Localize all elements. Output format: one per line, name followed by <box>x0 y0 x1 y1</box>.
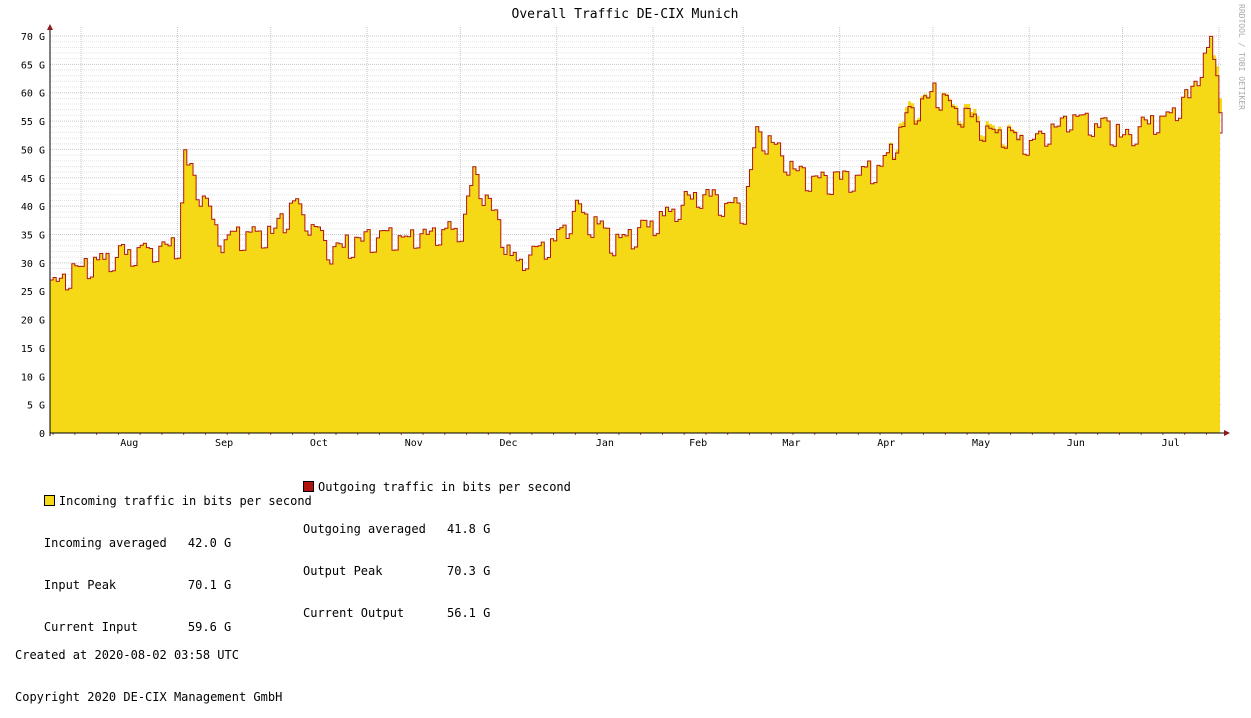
y-tick-label: 70 G <box>21 32 45 43</box>
y-tick-label: 65 G <box>21 60 45 71</box>
axes <box>47 24 1230 436</box>
chart-title: Overall Traffic DE-CIX Munich <box>512 7 739 22</box>
outgoing-legend-label: Outgoing traffic in bits per second <box>318 480 571 494</box>
output-peak-label: Output Peak <box>303 564 383 578</box>
outgoing-swatch <box>303 481 314 492</box>
x-tick-label: Jun <box>1067 438 1085 449</box>
traffic-chart: Overall Traffic DE-CIX Munich RRDTOOL / … <box>21 4 1246 449</box>
incoming-area <box>50 37 1222 433</box>
y-axis-arrow <box>47 24 53 30</box>
y-tick-label: 25 G <box>21 287 45 298</box>
incoming-swatch <box>43 495 55 506</box>
y-tick-label: 15 G <box>21 344 45 355</box>
incoming-legend-label: Incoming traffic in bits per second <box>58 494 312 508</box>
x-tick-label: Mar <box>782 438 800 449</box>
y-tick-label: 40 G <box>21 202 45 213</box>
incoming-averaged-value: 42.0 G <box>187 536 232 550</box>
current-input-label: Current Input <box>43 620 138 634</box>
x-tick-label: Nov <box>405 438 423 449</box>
input-peak-label: Input Peak <box>43 578 117 592</box>
y-tick-label: 30 G <box>21 259 45 270</box>
x-tick-label: Sep <box>215 438 233 449</box>
outgoing-line <box>50 35 1223 291</box>
y-tick-label: 5 G <box>27 401 45 412</box>
y-tick-label: 50 G <box>21 145 45 156</box>
input-peak-value: 70.1 G <box>187 578 232 592</box>
x-tick-label: Jul <box>1162 438 1180 449</box>
created-timestamp: Created at 2020-08-02 03:58 UTC <box>15 648 239 662</box>
y-tick-label: 60 G <box>21 89 45 100</box>
y-tick-label: 45 G <box>21 174 45 185</box>
y-tick-labels: 0 5 G 10 G 15 G 20 G 25 G 30 G 35 G 40 G 45 G 50 G… <box>21 32 45 440</box>
x-tick-label: Oct <box>310 438 328 449</box>
outgoing-legend-item: Outgoing traffic in bits per second <box>303 480 571 494</box>
x-tick-label: Aug <box>120 438 138 449</box>
copyright-notice: Copyright 2020 DE-CIX Management GmbH <box>15 690 283 704</box>
outgoing-averaged-value: 41.8 G <box>447 522 491 536</box>
x-axis-arrow <box>1224 430 1230 436</box>
y-tick-label: 20 G <box>21 316 45 327</box>
current-input-value: 59.6 G <box>187 620 232 634</box>
output-peak-value: 70.3 G <box>447 564 491 578</box>
y-tick-label: 10 G <box>21 372 45 383</box>
rrdtool-watermark: RRDTOOL / TOBI OETIKER <box>1237 4 1246 110</box>
x-tick-label: Jan <box>596 438 614 449</box>
x-tick-label: May <box>972 438 990 449</box>
y-tick-label: 55 G <box>21 117 45 128</box>
y-tick-label: 35 G <box>21 231 45 242</box>
incoming-averaged-label: Incoming averaged <box>43 536 167 550</box>
x-tick-label: Feb <box>689 438 707 449</box>
outgoing-averaged-label: Outgoing averaged <box>303 522 426 536</box>
y-tick-label: 0 <box>39 429 45 440</box>
x-tick-label: Dec <box>500 438 518 449</box>
x-tick-label: Apr <box>877 438 895 449</box>
legend: Incoming traffic in bits per second Outg… <box>15 452 571 718</box>
incoming-legend-item: Incoming traffic in bits per second <box>43 494 312 508</box>
x-tick-labels: Aug Sep Oct Nov Dec Jan Feb Mar Apr May Jun Jul <box>120 438 1179 449</box>
current-output-label: Current Output <box>303 606 405 620</box>
current-output-value: 56.1 G <box>447 606 491 620</box>
